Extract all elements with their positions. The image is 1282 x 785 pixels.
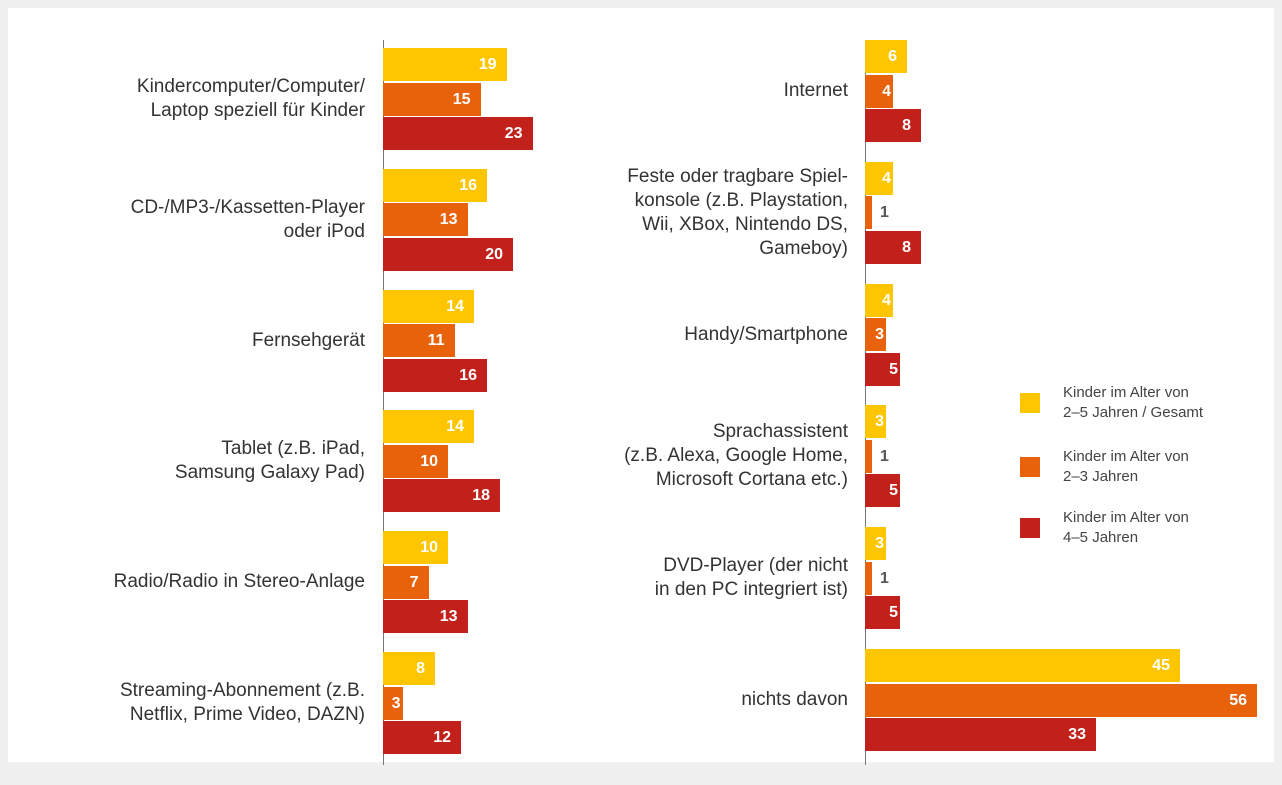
- value-label: 1: [880, 569, 889, 587]
- value-label: 13: [439, 211, 458, 229]
- category-label: Feste oder tragbare Spiel- konsole (z.B.…: [627, 165, 848, 259]
- value-label: 3: [391, 694, 401, 712]
- bar: [383, 358, 487, 392]
- bar: [383, 686, 403, 720]
- value-label: 6: [888, 48, 897, 65]
- value-label: 4: [882, 82, 891, 100]
- category-label: Sprachassistent (z.B. Alexa, Google Home…: [624, 421, 848, 491]
- category-label: DVD-Player (der nicht in den PC integrie…: [654, 555, 848, 601]
- category-label: Radio/Radio in Stereo-Anlage: [113, 571, 365, 593]
- bar: [865, 718, 1096, 751]
- value-label: 8: [902, 238, 911, 256]
- value-label: 11: [427, 332, 445, 350]
- value-label: 45: [1152, 657, 1170, 674]
- bar: [865, 283, 893, 317]
- axis-line: [865, 40, 866, 765]
- plot-panel: [8, 8, 1274, 762]
- value-label: 56: [1229, 691, 1247, 709]
- bar: [383, 117, 533, 150]
- category-label: Internet: [783, 80, 848, 101]
- legend-swatch: [1020, 393, 1040, 413]
- value-label: 3: [875, 535, 884, 553]
- bar: [865, 74, 893, 108]
- legend-label: Kinder im Alter von 2–3 Jahren: [1063, 448, 1189, 485]
- category-label: nichts davon: [741, 689, 848, 710]
- value-label: 5: [889, 604, 898, 622]
- value-label: 4: [882, 169, 891, 187]
- value-label: 13: [439, 608, 458, 626]
- bar: [383, 168, 487, 202]
- bar: [383, 444, 448, 478]
- bar: [383, 82, 481, 116]
- value-label: 10: [420, 539, 438, 557]
- value-label: 15: [452, 90, 471, 108]
- value-label: 8: [902, 117, 911, 134]
- category-label: Tablet (z.B. iPad, Samsung Galaxy Pad): [174, 438, 365, 484]
- value-label: 1: [880, 447, 889, 465]
- legend-label: Kinder im Alter von 4–5 Jahren: [1063, 509, 1189, 546]
- bar: [383, 600, 468, 634]
- bar: [865, 109, 921, 142]
- bar: [383, 203, 468, 237]
- bar: [865, 474, 900, 508]
- bar: [383, 48, 507, 81]
- bar: [383, 652, 435, 685]
- bar: [865, 196, 872, 230]
- value-label: 5: [889, 360, 898, 378]
- category-label: Kindercomputer/Computer/ Laptop speziell…: [136, 76, 365, 121]
- bar: [865, 318, 886, 352]
- value-label: 16: [459, 176, 477, 194]
- bar: [383, 410, 474, 444]
- bar: [865, 439, 872, 473]
- value-label: 23: [504, 125, 523, 142]
- value-label: 16: [459, 366, 477, 384]
- bar: [383, 479, 500, 513]
- bar: [383, 721, 461, 754]
- legend-label: Kinder im Alter von 2–5 Jahren / Gesamt: [1063, 384, 1204, 421]
- category-label: Fernsehgerät: [251, 329, 365, 351]
- bar: [865, 596, 900, 630]
- value-label: 14: [446, 297, 464, 315]
- value-label: 4: [882, 291, 891, 309]
- bar: [865, 649, 1180, 682]
- bar: [383, 324, 455, 358]
- value-label: 1: [880, 204, 889, 222]
- bar: [865, 683, 1257, 717]
- category-label: Streaming-Abonnement (z.B. Netflix, Prim…: [119, 680, 365, 725]
- bar: [865, 40, 907, 73]
- bar: [865, 352, 900, 386]
- category-label: Handy/Smartphone: [684, 323, 848, 345]
- value-label: 14: [446, 418, 464, 436]
- bar: [865, 527, 886, 561]
- legend-swatch: [1020, 457, 1040, 477]
- bar: [865, 405, 886, 439]
- bar: [383, 289, 474, 323]
- bar: [865, 230, 921, 264]
- value-label: 10: [420, 452, 438, 470]
- value-label: 5: [889, 482, 898, 500]
- legend-swatch: [1020, 518, 1040, 538]
- value-label: 20: [485, 245, 503, 263]
- bar: [865, 161, 893, 195]
- value-label: 33: [1068, 726, 1086, 743]
- value-label: 18: [472, 487, 490, 505]
- value-label: 7: [409, 573, 419, 591]
- axis-line: [383, 40, 384, 765]
- value-label: 19: [478, 56, 497, 73]
- category-label: CD-/MP3-/Kassetten-Player oder iPod: [130, 196, 365, 242]
- value-label: 3: [875, 326, 884, 344]
- value-label: 3: [875, 413, 884, 431]
- bar: [383, 531, 448, 565]
- value-label: 8: [416, 660, 425, 677]
- bar: [383, 565, 429, 599]
- bar: [865, 561, 872, 595]
- value-label: 12: [433, 729, 451, 746]
- bar: [383, 237, 513, 271]
